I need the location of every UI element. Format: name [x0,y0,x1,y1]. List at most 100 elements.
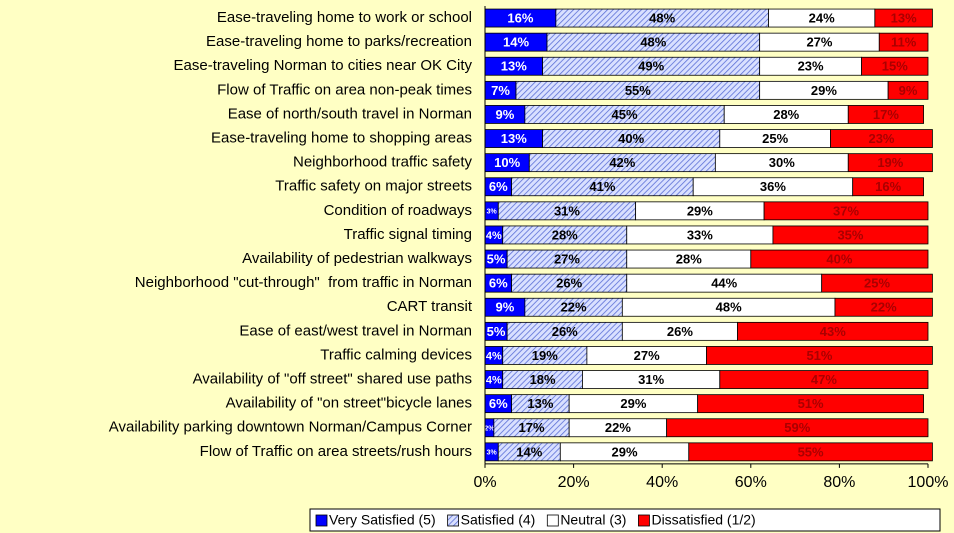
bar-segment [688,442,933,462]
x-tick-label: 0% [473,474,496,491]
value-label: 51% [806,348,832,363]
x-tick-label: 60% [735,474,767,491]
value-label: 48% [649,10,675,25]
value-label: 44% [711,276,737,291]
bar-segment [847,105,924,124]
bar-segment [666,418,929,438]
value-label: 9% [496,300,515,315]
value-label: 40% [826,251,852,266]
value-label: 26% [556,276,582,291]
category-label: Condition of roadways [324,202,472,219]
value-label: 9% [899,83,918,98]
value-label: 13% [501,131,527,146]
bar-segment [878,32,929,52]
category-label: Ease of north/south travel in Norman [228,105,472,122]
value-label: 29% [620,396,646,411]
value-label: 3% [487,209,498,216]
value-label: 3% [487,450,498,457]
bar-segment [852,177,924,197]
category-label: Ease-traveling home to shopping areas [211,130,472,147]
category-label: Neighborhood "cut-through" from traffic … [135,274,472,291]
value-label: 28% [676,251,702,266]
bar-segment [847,153,933,173]
bar-segment [861,56,929,76]
bar-segment [750,249,929,269]
category-label: Ease-traveling home to parks/recreation [206,33,472,50]
value-label: 13% [527,396,553,411]
value-label: 55% [625,83,651,98]
category-label: Traffic signal timing [344,226,472,243]
bar-segment [821,273,933,293]
value-label: 29% [811,83,837,98]
value-label: 13% [891,10,917,25]
value-label: 28% [773,107,799,122]
value-label: 22% [871,300,897,315]
bar-segment [834,297,933,317]
value-label: 16% [507,10,533,25]
value-label: 10% [494,155,520,170]
value-label: 28% [552,227,578,242]
value-label: 24% [809,10,835,25]
value-label: 35% [837,227,863,242]
legend-swatch [546,514,559,527]
value-label: 14% [503,35,529,50]
value-label: 33% [687,227,713,242]
bar-segment [737,321,929,341]
value-label: 9% [496,107,515,122]
value-label: 43% [820,324,846,339]
value-label: 7% [491,83,510,98]
value-label: 36% [760,179,786,194]
value-label: 31% [638,372,664,387]
value-label: 29% [612,444,638,459]
category-label: Ease-traveling Norman to cities near OK … [174,57,473,74]
x-tick-label: 100% [908,474,949,491]
bar-segment [706,346,933,365]
value-label: 25% [762,131,788,146]
value-label: 40% [618,131,644,146]
category-label: Traffic calming devices [320,346,472,363]
value-label: 27% [554,251,580,266]
value-label: 29% [687,203,713,218]
value-label: 45% [612,107,638,122]
value-label: 6% [489,179,508,194]
value-label: 25% [864,276,890,291]
value-label: 11% [891,35,917,50]
value-label: 16% [875,179,901,194]
category-label: Flow of Traffic on area non-peak times [217,81,472,98]
value-label: 6% [489,396,508,411]
value-label: 19% [532,348,558,363]
value-label: 31% [554,203,580,218]
value-label: 18% [530,372,556,387]
value-label: 42% [609,155,635,170]
value-label: 49% [638,59,664,74]
value-label: 5% [487,251,506,266]
value-label: 59% [784,420,810,435]
value-label: 27% [634,348,660,363]
category-label: Ease-traveling home to work or school [217,9,472,26]
legend-label: Dissatisfied (1/2) [651,512,755,528]
value-label: 13% [501,59,527,74]
category-label: Availability of pedestrian walkways [242,250,472,267]
value-label: 14% [516,444,542,459]
value-label: 41% [589,179,615,194]
value-label: 26% [667,324,693,339]
legend-label: Very Satisfied (5) [329,512,436,528]
category-label: Availability of "off street" shared use … [193,371,472,388]
bar-segment [719,370,929,389]
value-label: 17% [518,420,544,435]
category-label: Ease of east/west travel in Norman [239,322,472,339]
legend-swatch [447,514,460,527]
legend-swatch [315,514,328,527]
legend-swatch [638,514,650,527]
bar-segment [874,8,933,28]
value-label: 4% [486,350,502,362]
value-label: 22% [605,420,631,435]
value-label: 19% [877,155,903,170]
bar-segment [830,129,933,148]
value-label: 17% [873,107,899,122]
value-label: 23% [798,59,824,74]
category-label: Flow of Traffic on area streets/rush hou… [200,443,472,460]
x-tick-label: 40% [646,474,678,491]
legend-label: Satisfied (4) [461,512,536,528]
